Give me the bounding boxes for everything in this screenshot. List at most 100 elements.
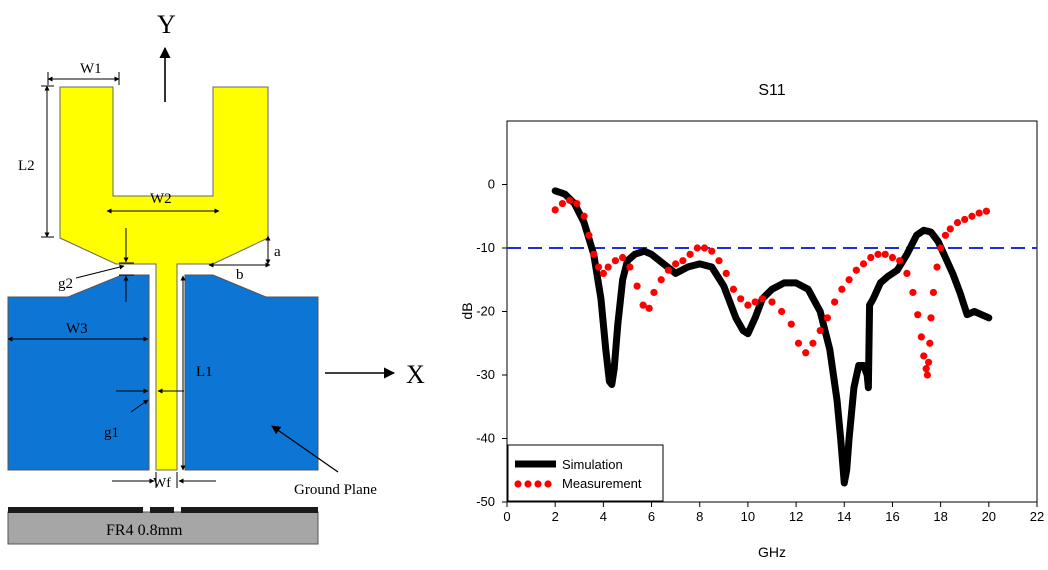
measurement-point (679, 257, 687, 265)
measurement-point (573, 199, 581, 208)
w1-label: W1 (80, 61, 102, 77)
chart-title: S11 (758, 82, 785, 99)
series-layer (551, 187, 993, 487)
l2-label: L2 (18, 158, 35, 174)
g1-pointer-line (130, 399, 149, 413)
series-simulation-line (551, 187, 993, 487)
g2-pointer-line (75, 264, 125, 279)
measurement-point (922, 365, 930, 373)
x-tick-label: 0 (503, 509, 510, 524)
measurement-point (580, 212, 588, 220)
measurement-point (657, 276, 665, 284)
measurement-point (619, 253, 627, 262)
measurement-point (650, 288, 658, 297)
measurement-point (744, 301, 752, 309)
measurement-point (604, 263, 612, 271)
measurement-point (838, 285, 846, 293)
measurement-point (626, 263, 634, 271)
y-tick-label: -50 (476, 494, 495, 509)
x-axis-label: GHz (758, 544, 786, 560)
measurement-point (737, 295, 745, 303)
measurement-point (686, 250, 694, 258)
y-axis-label: Y (157, 10, 176, 39)
measurement-point (924, 358, 933, 366)
measurement-point (937, 244, 945, 252)
measurement-point (920, 352, 928, 360)
measurement-point (941, 231, 950, 239)
measurement-point (831, 298, 839, 306)
x-axis-ticks: 0 2 4 6 8 10 12 14 16 18 20 22 (503, 502, 1044, 524)
x-axis-label: X (406, 360, 425, 389)
measurement-point (881, 250, 889, 258)
measurement-point (975, 209, 983, 217)
measurement-point (768, 298, 776, 306)
y-axis-label: dB (459, 302, 475, 319)
measurement-point (867, 253, 875, 262)
measurement-point (778, 307, 786, 316)
measurement-point (751, 298, 759, 306)
legend-simulation-label: Simulation (562, 457, 623, 472)
y-tick-label: -40 (476, 431, 495, 446)
measurement-point (926, 339, 934, 347)
measurement-point (909, 288, 917, 297)
top-copper-feed (150, 507, 174, 513)
a-label: a (274, 244, 281, 260)
measurement-point (787, 320, 795, 328)
x-tick-label: 8 (696, 509, 703, 524)
legend-measurement-dot (534, 480, 542, 488)
g1-label: g1 (104, 425, 119, 441)
measurement-point (933, 263, 941, 271)
x-tick-label: 14 (837, 509, 851, 524)
x-tick-label: 22 (1030, 509, 1044, 524)
measurement-point (823, 314, 832, 322)
measurement-point (758, 295, 766, 303)
measurement-point (968, 212, 976, 220)
y-axis-ticks: 0 -10 -20 -30 -40 -50 (476, 177, 507, 509)
x-tick-label: 12 (789, 509, 803, 524)
legend-measurement-dot (514, 480, 522, 488)
measurement-point (953, 219, 962, 227)
measurement-point (874, 250, 882, 258)
measurement-point (639, 301, 647, 309)
measurement-point (599, 269, 607, 277)
legend-measurement-dot (544, 480, 552, 488)
legend-measurement-dot (524, 480, 532, 488)
w2-label: W2 (150, 191, 172, 207)
legend-measurement-swatch (514, 480, 552, 488)
measurement-point (917, 333, 925, 341)
substrate-label: FR4 0.8mm (106, 522, 183, 539)
measurement-point (946, 225, 954, 233)
s11-chart: S11 0 2 4 6 8 10 12 14 16 18 20 22 0 -10 -20 -30 -40 -50… (459, 82, 1044, 560)
x-tick-label: 18 (933, 509, 947, 524)
x-tick-label: 2 (552, 509, 559, 524)
top-copper-right (181, 507, 318, 513)
chart-legend: Simulation Measurement (507, 444, 664, 502)
antenna-diagram: Y X W1 L2 W2 a b g2 W3 (7, 10, 425, 545)
measurement-point (982, 207, 991, 215)
measurement-point (585, 231, 593, 239)
measurement-point (700, 244, 709, 252)
measurement-point (794, 339, 803, 347)
measurement-point (961, 215, 969, 224)
measurement-point (903, 269, 911, 277)
legend-box (507, 444, 664, 502)
measurement-point (816, 326, 824, 335)
wf-label: Wf (153, 476, 171, 491)
x-tick-label: 20 (982, 509, 996, 524)
y-tick-label: -10 (476, 240, 495, 255)
measurement-point (914, 311, 922, 319)
x-tick-label: 16 (885, 509, 899, 524)
b-label: b (236, 267, 244, 283)
measurement-point (896, 257, 904, 265)
measurement-point (845, 276, 853, 284)
measurement-point (927, 314, 935, 322)
measurement-point (664, 266, 673, 274)
ground-plane-pointer (271, 425, 339, 473)
measurement-point (645, 304, 653, 312)
y-tick-label: -30 (476, 367, 495, 382)
w3-label: W3 (66, 321, 88, 337)
measurement-point (859, 260, 868, 268)
measurement-point (551, 206, 559, 214)
g2-label: g2 (58, 276, 73, 292)
